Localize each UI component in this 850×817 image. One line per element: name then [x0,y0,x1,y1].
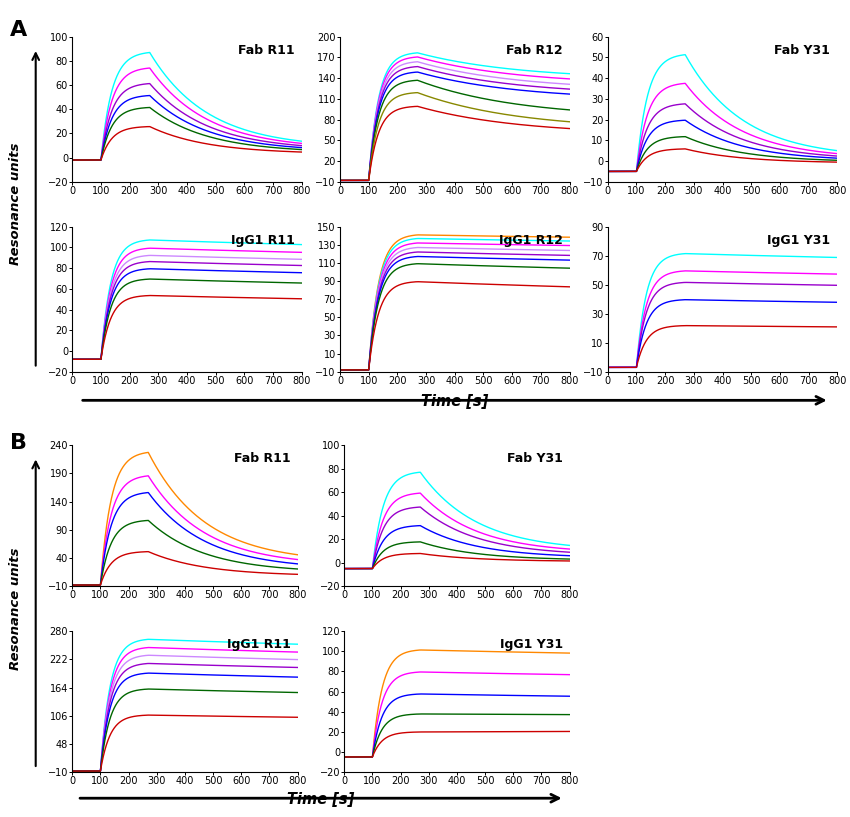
Text: Fab R11: Fab R11 [234,453,291,466]
Text: Fab Y31: Fab Y31 [507,453,563,466]
Text: IgG1 Y31: IgG1 Y31 [768,234,830,247]
Text: Resonance units: Resonance units [8,547,22,670]
Text: IgG1 R12: IgG1 R12 [499,234,563,247]
Text: A: A [10,20,27,40]
Text: Time [s]: Time [s] [286,792,354,807]
Text: IgG1 Y31: IgG1 Y31 [500,638,563,651]
Text: Resonance units: Resonance units [8,143,22,266]
Text: B: B [10,433,27,453]
Text: IgG1 R11: IgG1 R11 [231,234,295,247]
Text: Fab R12: Fab R12 [506,44,563,57]
Text: Time [s]: Time [s] [421,395,489,409]
Text: IgG1 R11: IgG1 R11 [227,638,291,651]
Text: Fab Y31: Fab Y31 [774,44,830,57]
Text: Fab R11: Fab R11 [238,44,295,57]
